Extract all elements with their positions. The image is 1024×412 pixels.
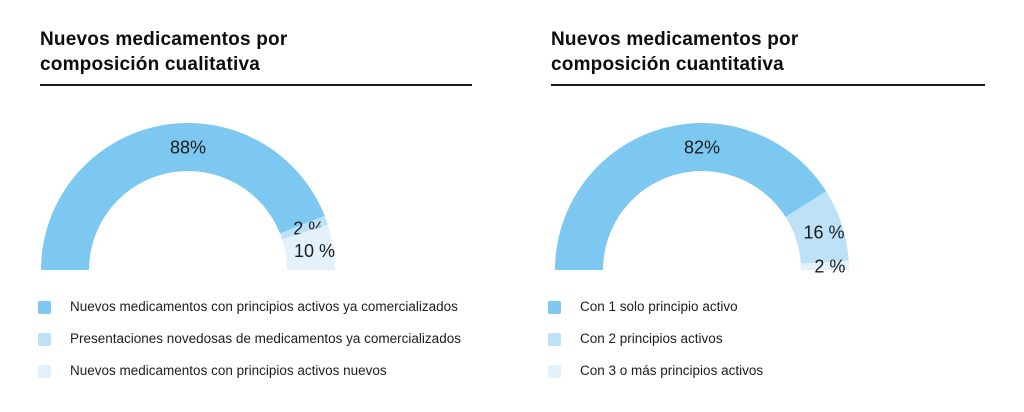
legend-label: Con 2 principios activos xyxy=(580,331,723,346)
legend-swatch xyxy=(548,300,561,314)
donut-segment xyxy=(282,224,335,270)
legend-item: Con 1 solo principio activo xyxy=(548,300,763,314)
donut-segment xyxy=(41,122,325,271)
legend: Nuevos medicamentos con principios activ… xyxy=(38,300,461,396)
legend-label: Nuevos medicamentos con principios activ… xyxy=(70,363,387,378)
half-donut-chart-cualitativa: 88%2 %10 % xyxy=(41,122,335,271)
chart-section-cuantitativa: Nuevos medicamentos por composición cuant… xyxy=(548,26,985,406)
donut-segment xyxy=(280,215,328,240)
legend-swatch xyxy=(548,364,561,378)
chart-title: Nuevos medicamentos por composición cuali… xyxy=(40,26,472,77)
half-donut-chart-cuantitativa: 82% 16 % 2 % xyxy=(555,122,849,276)
legend-label: Con 3 o más principios activos xyxy=(580,363,764,378)
legend-item: Con 3 o más principios activos xyxy=(548,364,763,378)
legend-label: Presentaciones novedosas de medicamentos… xyxy=(70,331,461,346)
legend-label: Nuevos medicamentos con principios activ… xyxy=(70,299,458,314)
chart-title: Nuevos medicamentos por composición cuant… xyxy=(551,26,985,77)
title-line-2: composición cuantitativa xyxy=(551,54,784,75)
legend-label: Con 1 solo principio activo xyxy=(580,299,738,314)
title-underline xyxy=(40,84,472,86)
legend-swatch xyxy=(548,332,561,346)
segment-value-label: 16 % xyxy=(803,222,844,242)
title-underline xyxy=(551,84,985,86)
legend-swatch xyxy=(38,332,51,346)
segment-value-label: 10 % xyxy=(294,241,335,261)
chart-section-cualitativa: Nuevos medicamentos por composición cuali… xyxy=(38,26,472,406)
title-line-1: Nuevos medicamentos por xyxy=(551,29,799,50)
segment-value-label: 2 % xyxy=(814,256,845,276)
legend-item: Nuevos medicamentos con principios activ… xyxy=(38,300,461,314)
legend-item: Nuevos medicamentos con principios activ… xyxy=(38,364,461,378)
legend-swatch xyxy=(38,300,51,314)
legend-item: Con 2 principios activos xyxy=(548,332,763,346)
donut-segment xyxy=(785,191,849,264)
donut-segment xyxy=(555,122,827,270)
segment-value-label: 82% xyxy=(684,137,720,157)
legend: Con 1 solo principio activo Con 2 princi… xyxy=(548,300,763,396)
segment-value-label: 88% xyxy=(170,137,206,157)
title-line-2: composición cualitativa xyxy=(40,54,260,75)
title-line-1: Nuevos medicamentos por xyxy=(40,29,288,50)
legend-item: Presentaciones novedosas de medicamentos… xyxy=(38,332,461,346)
legend-swatch xyxy=(38,364,51,378)
donut-segment xyxy=(800,260,849,270)
